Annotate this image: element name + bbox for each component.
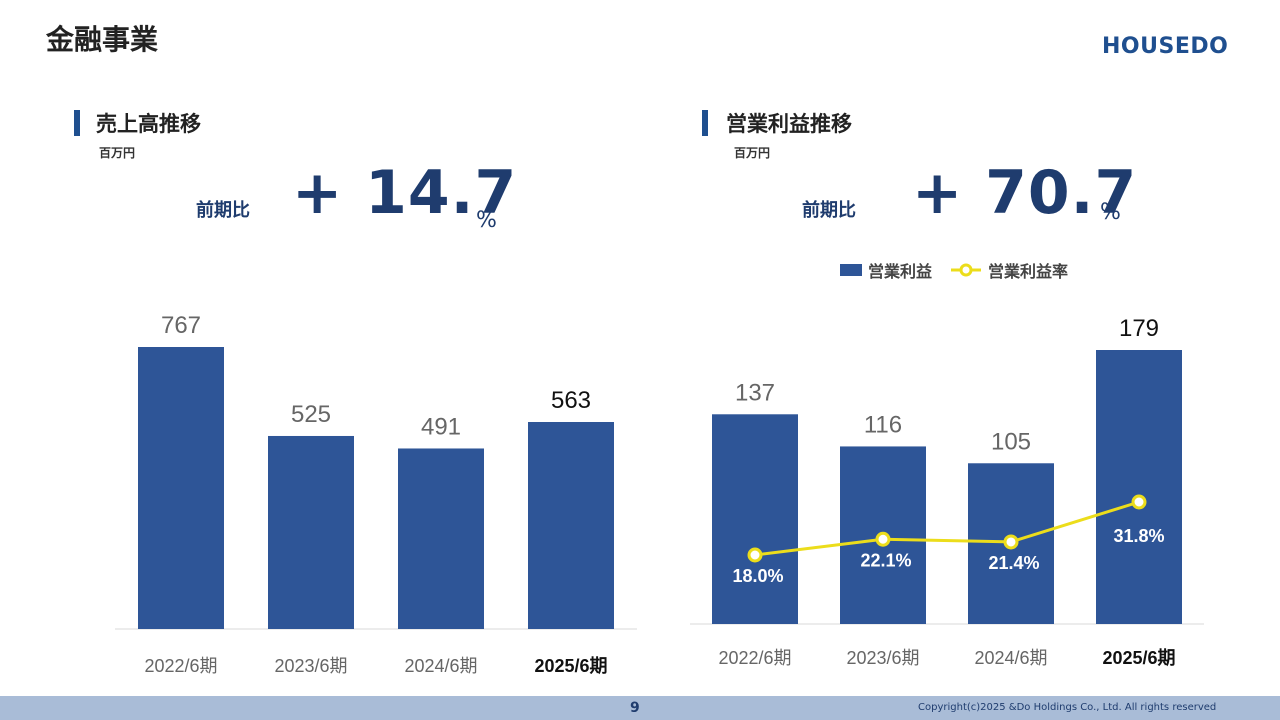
- bar: [1096, 350, 1182, 624]
- margin-point: [1003, 534, 1019, 550]
- sales-section-title: 売上高推移: [96, 112, 201, 136]
- margin-value-label: 21.4%: [988, 553, 1039, 573]
- company-logo: HOUSEDO: [1102, 34, 1229, 59]
- chart-legend: 営業利益 営業利益率: [840, 258, 1068, 282]
- margin-point: [1131, 494, 1147, 510]
- profit-section-title: 営業利益推移: [726, 112, 852, 136]
- sales-comparison-value: + 14.7: [292, 158, 518, 228]
- profit-unit-label: 百万円: [734, 146, 771, 160]
- bar: [398, 448, 484, 629]
- x-tick-label: 2024/6期: [974, 648, 1047, 668]
- bar-value-label: 179: [1119, 315, 1159, 342]
- sales-unit-label: 百万円: [99, 146, 136, 160]
- legend-bar-label: 営業利益: [868, 262, 933, 281]
- x-tick-label: 2023/6期: [274, 656, 347, 676]
- copyright-text: Copyright(c)2025 &Do Holdings Co., Ltd. …: [918, 702, 1217, 713]
- section-marker: [74, 110, 80, 136]
- bar: [712, 414, 798, 624]
- bar-value-label: 525: [291, 401, 331, 428]
- legend-bar-swatch: [840, 264, 862, 276]
- section-marker: [702, 110, 708, 136]
- x-tick-label: 2022/6期: [144, 656, 217, 676]
- bar: [138, 347, 224, 629]
- footer-bar: [0, 696, 1280, 720]
- page-number: 9: [630, 700, 640, 716]
- margin-value-label: 22.1%: [860, 550, 911, 570]
- x-tick-label: 2024/6期: [404, 656, 477, 676]
- legend-line-label: 営業利益率: [988, 262, 1069, 281]
- margin-value-label: 18.0%: [732, 566, 783, 586]
- bar-value-label: 563: [551, 387, 591, 414]
- page-title: 金融事業: [46, 23, 159, 56]
- profit-comparison-unit: %: [1100, 200, 1121, 225]
- bar-value-label: 137: [735, 379, 775, 406]
- bar: [528, 422, 614, 629]
- bar-value-label: 491: [421, 413, 461, 440]
- x-tick-label: 2023/6期: [846, 648, 919, 668]
- x-tick-label: 2025/6期: [534, 656, 607, 676]
- sales-comparison-label: 前期比: [196, 200, 250, 221]
- legend-line-swatch: [951, 263, 982, 277]
- margin-point: [875, 531, 891, 547]
- bar-value-label: 116: [864, 411, 902, 438]
- margin-point: [747, 547, 763, 563]
- bar: [268, 435, 354, 629]
- bar-value-label: 105: [991, 428, 1031, 455]
- sales-comparison-unit: %: [476, 208, 497, 233]
- profit-comparison-label: 前期比: [802, 200, 856, 221]
- bar-value-label: 767: [161, 312, 201, 339]
- margin-value-label: 31.8%: [1113, 526, 1164, 546]
- margin-line: [754, 500, 1140, 557]
- x-tick-label: 2022/6期: [718, 648, 791, 668]
- profit-comparison-value: + 70.7: [912, 158, 1138, 228]
- x-tick-label: 2025/6期: [1102, 648, 1175, 668]
